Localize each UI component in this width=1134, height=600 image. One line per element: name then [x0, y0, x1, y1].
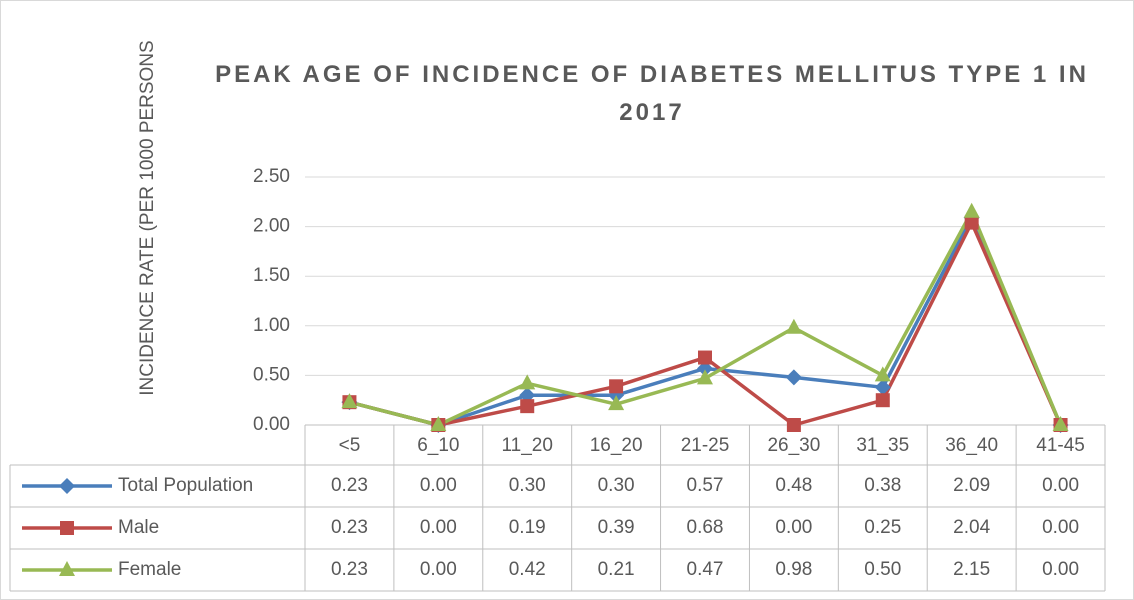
y-tick-label: 0.00 [253, 414, 290, 435]
marker [785, 318, 802, 334]
table-value: 0.19 [509, 517, 546, 538]
marker [60, 521, 74, 535]
marker [786, 418, 801, 432]
table-value: 0.00 [1042, 517, 1079, 538]
x-tick-label: 31_35 [856, 435, 909, 456]
y-tick-label: 1.00 [253, 315, 290, 336]
table-value: 2.09 [953, 475, 990, 496]
y-tick-label: 1.50 [253, 265, 290, 286]
table-value: 0.00 [420, 517, 457, 538]
legend-label: Female [118, 559, 181, 580]
marker [875, 393, 890, 408]
legend-label: Total Population [118, 475, 253, 496]
x-tick-label: 21-25 [681, 435, 730, 456]
table-value: 2.04 [953, 517, 990, 538]
marker [430, 416, 447, 431]
table-value: 0.30 [598, 475, 635, 496]
marker [785, 369, 802, 386]
x-tick-label: 11_20 [502, 435, 553, 456]
table-value: 0.47 [687, 559, 724, 580]
table-value: 0.00 [1042, 559, 1079, 580]
marker [341, 393, 358, 409]
marker [963, 202, 980, 218]
marker [609, 379, 624, 394]
table-value: 0.50 [864, 559, 901, 580]
marker [59, 478, 75, 494]
marker [519, 374, 536, 390]
table-value: 0.30 [509, 475, 546, 496]
x-tick-label: 36_40 [945, 435, 998, 456]
marker [964, 215, 979, 230]
table-value: 0.23 [331, 517, 368, 538]
table-value: 0.39 [598, 517, 635, 538]
x-tick-label: 26_30 [767, 435, 820, 456]
y-tick-label: 2.00 [253, 216, 290, 237]
table-value: 0.00 [775, 517, 812, 538]
table-value: 0.00 [1042, 475, 1079, 496]
table-value: 0.57 [687, 475, 724, 496]
marker [874, 379, 891, 396]
x-tick-label: 16_20 [590, 435, 643, 456]
table-value: 0.21 [598, 559, 635, 580]
table-value: 0.00 [420, 559, 457, 580]
legend-label: Male [118, 517, 159, 538]
chart-title: PEAK AGE OF INCIDENCE OF DIABETES MELLIT… [215, 61, 1089, 126]
marker [520, 399, 535, 414]
table-value: 0.23 [331, 559, 368, 580]
marker [1052, 416, 1069, 431]
table-value: 0.42 [509, 559, 546, 580]
table-value: 0.68 [687, 517, 724, 538]
y-axis-label: INCIDENCE RATE (PER 1000 PERSONS [137, 40, 158, 395]
table-value: 0.23 [331, 475, 368, 496]
marker [59, 561, 75, 576]
marker [698, 350, 712, 365]
y-tick-label: 0.50 [253, 364, 290, 385]
table-value: 0.48 [775, 475, 812, 496]
x-tick-label: 41-45 [1036, 435, 1085, 456]
table-value: 0.00 [420, 475, 457, 496]
table-value: 0.98 [775, 559, 812, 580]
table-value: 0.25 [864, 517, 901, 538]
y-tick-label: 2.50 [253, 166, 290, 187]
marker [697, 369, 713, 385]
x-tick-label: <5 [339, 435, 361, 456]
marker [608, 395, 625, 411]
table-value: 0.38 [864, 475, 901, 496]
table-value: 2.15 [953, 559, 990, 580]
x-tick-label: 6_10 [417, 435, 459, 456]
marker [874, 366, 891, 382]
